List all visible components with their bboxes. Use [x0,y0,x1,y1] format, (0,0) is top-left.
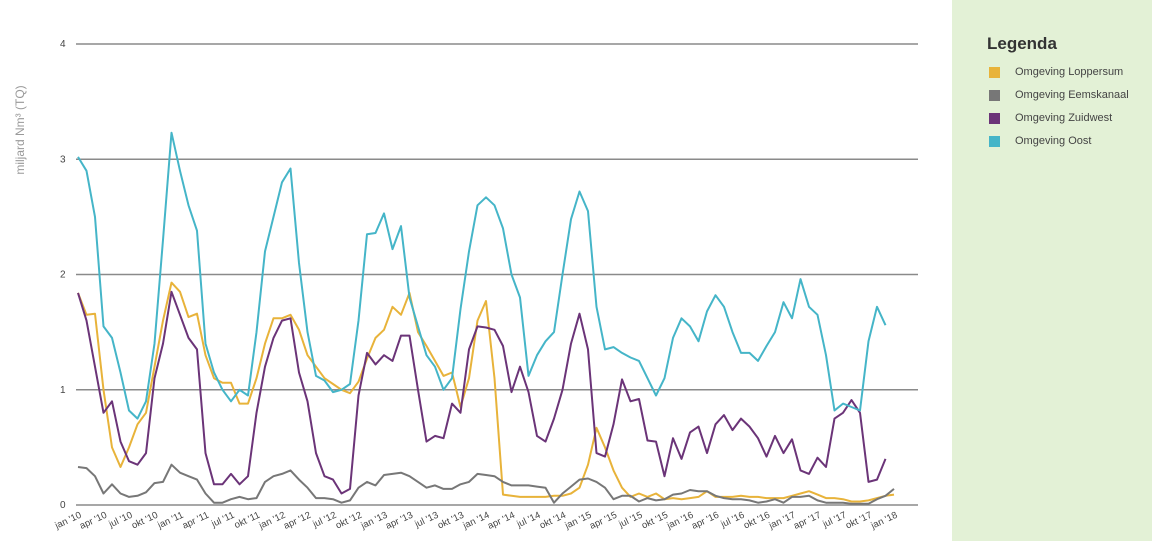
x-tick-label: jul '15 [616,510,644,531]
y-axis-label: miljard Nm³ (TQ) [13,85,27,174]
legend-label-loppersum: Omgeving Loppersum [1015,66,1124,78]
x-tick-label: apr '14 [486,510,517,532]
legend-item-loppersum[interactable]: Omgeving Loppersum [989,65,1123,79]
series-line-omgeving-eemskanaal [77,463,895,505]
y-tick-label: 2 [60,270,66,281]
y-tick-label: 0 [60,500,66,511]
series-line-omgeving-loppersum [77,281,895,503]
x-tick-label: jul '10 [106,510,134,531]
x-tick-label: apr '15 [588,510,619,532]
y-axis-ticks: 0 1 2 3 4 [60,39,66,511]
legend-label-zuidwest: Omgeving Zuidwest [1015,112,1113,124]
x-tick-label: apr '10 [78,510,109,532]
y-tick-label: 4 [60,39,66,50]
legend-swatch-loppersum [989,66,1000,78]
x-tick-label: jul '13 [412,510,440,531]
legend-label-oost: Omgeving Oost [1015,135,1092,147]
x-tick-label: apr '11 [181,510,211,532]
x-tick-label: jul '17 [820,510,848,531]
legend-swatch-oost [989,135,1000,147]
x-tick-label: apr '12 [282,510,313,532]
series-line-omgeving-zuidwest [77,290,887,495]
legend-item-oost[interactable]: Omgeving Oost [989,134,1091,148]
x-tick-label: jul '11 [209,510,236,530]
y-tick-label: 1 [60,385,66,396]
legend-item-zuidwest[interactable]: Omgeving Zuidwest [989,111,1112,125]
x-tick-label: apr '17 [792,510,823,532]
x-tick-label: jul '14 [514,510,542,531]
gridlines [76,43,918,506]
x-tick-label: jul '16 [718,510,746,531]
x-tick-label: apr '13 [384,510,415,532]
legend-item-eemskanaal[interactable]: Omgeving Eemskanaal [989,88,1129,102]
series-lines [77,131,895,505]
x-tick-label: jul '12 [310,510,338,531]
legend-swatch-eemskanaal [989,89,1000,101]
legend-swatch-zuidwest [989,112,1000,124]
x-tick-label: jan '18 [869,510,900,532]
x-tick-label: apr '16 [690,510,721,532]
series-line-omgeving-oost [77,131,887,420]
legend-panel: Legenda Omgeving Loppersum Omgeving Eems… [952,0,1152,541]
legend-label-eemskanaal: Omgeving Eemskanaal [1015,89,1129,101]
legend-title: Legenda [987,34,1057,53]
y-tick-label: 3 [60,154,66,165]
